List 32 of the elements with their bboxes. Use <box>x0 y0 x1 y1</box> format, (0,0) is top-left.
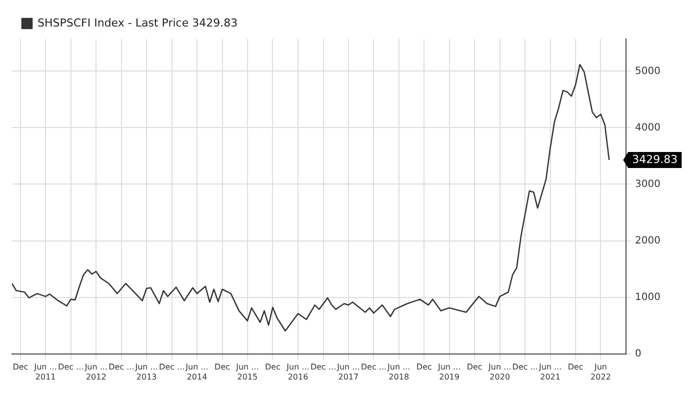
x-tick-label: Jun 2022 <box>590 362 611 382</box>
x-tick-label: Jun ... 2012 <box>84 362 108 382</box>
x-tick-label: Dec <box>264 362 280 372</box>
x-tick-label: Dec <box>466 362 482 372</box>
x-tick-label: Jun ... 2016 <box>286 362 310 382</box>
x-tick-label: Dec ... <box>108 362 134 372</box>
x-tick-label: Jun ... 2014 <box>184 362 208 382</box>
x-tick-label: Dec ... <box>58 362 84 372</box>
x-tick-label: Dec <box>416 362 432 372</box>
y-tick-label: 0 <box>635 348 642 360</box>
x-tick-label: Jun ... 2019 <box>436 362 461 382</box>
x-tick-label: Jun ... 2015 <box>235 362 259 382</box>
y-tick-label: 5000 <box>635 66 660 77</box>
y-tick-label: 2000 <box>635 235 660 246</box>
y-tick-label: 1000 <box>635 292 660 303</box>
x-tick-label: Dec <box>12 362 28 372</box>
x-tick-label: Jun ... 2021 <box>538 362 562 382</box>
x-tick-label: Dec ... <box>310 362 336 372</box>
x-tick-label: Jun ... 2013 <box>134 362 158 382</box>
x-tick-label: Dec ... <box>512 362 538 372</box>
x-tick-label: Dec ... <box>360 362 387 372</box>
x-tick-label: Jun ... 2018 <box>386 362 410 382</box>
annotation: 3429.83 <box>632 152 678 166</box>
y-tick-label: 4000 <box>635 122 660 134</box>
x-tick-label: Jun ... 2011 <box>33 362 57 382</box>
x-tick-label: Dec <box>214 362 230 372</box>
x-tick-label: Jun ... 2017 <box>336 362 360 382</box>
x-tick-label: Dec ... <box>159 362 185 372</box>
y-tick-label: 3000 <box>635 178 660 190</box>
x-tick-label: Jun ... 2020 <box>488 362 512 382</box>
legend-label: SHSPSCFI Index - Last Price 3429.83 <box>38 16 238 30</box>
x-tick-label: Dec <box>568 362 584 372</box>
